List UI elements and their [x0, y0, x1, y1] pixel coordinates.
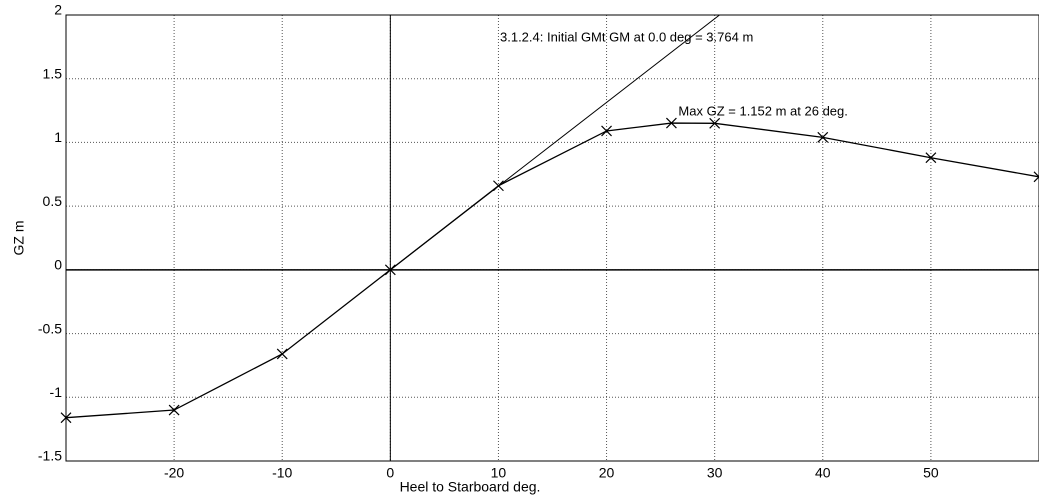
- point-marker: [1033, 171, 1039, 183]
- y-tick-label: -1: [50, 384, 63, 400]
- max-gz-annotation: Max GZ = 1.152 m at 26 deg.: [678, 103, 847, 118]
- x-tick-label: -20: [164, 465, 184, 481]
- gm-annotation: 3.1.2.4: Initial GMt GM at 0.0 deg = 3.7…: [500, 29, 753, 44]
- x-tick-label: 40: [815, 465, 831, 481]
- point-marker: [817, 131, 829, 143]
- point-marker: [168, 404, 180, 416]
- x-tick-label: 20: [599, 465, 615, 481]
- point-marker: [925, 152, 937, 164]
- x-tick-label: 0: [386, 465, 394, 481]
- y-tick-label: 0: [54, 257, 62, 273]
- y-tick-label: 0.5: [43, 193, 63, 209]
- x-axis-label: Heel to Starboard deg.: [400, 479, 541, 495]
- y-axis-label: GZ m: [11, 221, 27, 256]
- point-marker: [665, 117, 677, 129]
- x-tick-label: 50: [923, 465, 939, 481]
- point-marker: [601, 125, 612, 137]
- y-tick-label: 1.5: [43, 65, 63, 81]
- y-tick-label: 2: [54, 2, 62, 18]
- point-marker: [384, 264, 396, 276]
- y-tick-label: 1: [54, 129, 62, 145]
- y-tick-label: -0.5: [38, 320, 62, 336]
- point-marker: [709, 117, 721, 129]
- y-tick-label: -1.5: [38, 448, 62, 464]
- x-tick-label: 30: [707, 465, 723, 481]
- point-marker: [493, 180, 504, 192]
- point-marker: [60, 412, 72, 424]
- point-marker: [276, 348, 288, 360]
- plot-frame: [65, 14, 1039, 462]
- x-tick-label: 10: [491, 465, 507, 481]
- x-tick-label: -10: [272, 465, 292, 481]
